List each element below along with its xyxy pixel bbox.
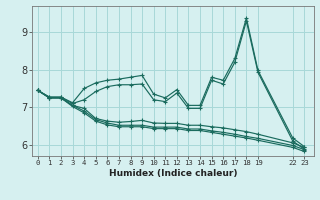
X-axis label: Humidex (Indice chaleur): Humidex (Indice chaleur)	[108, 169, 237, 178]
